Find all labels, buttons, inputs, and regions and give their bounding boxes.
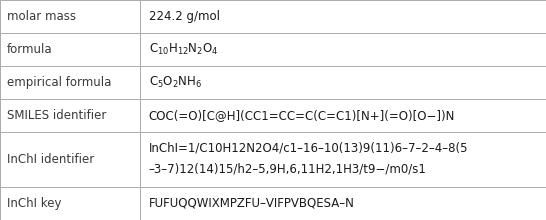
Text: COC(=O)[C@H](CC1=CC=C(C=C1)[N+](=O)[O−])N: COC(=O)[C@H](CC1=CC=C(C=C1)[N+](=O)[O−])… (149, 109, 455, 122)
Text: –3–7)12(14)15/h2–5,9H,6,11H2,1H3/t9−/m0/s1: –3–7)12(14)15/h2–5,9H,6,11H2,1H3/t9−/m0/… (149, 162, 426, 175)
Text: InChI key: InChI key (7, 197, 61, 210)
Text: C$_{10}$H$_{12}$N$_{2}$O$_{4}$: C$_{10}$H$_{12}$N$_{2}$O$_{4}$ (149, 42, 218, 57)
Text: formula: formula (7, 43, 52, 56)
Text: 224.2 g/mol: 224.2 g/mol (149, 10, 219, 23)
Text: SMILES identifier: SMILES identifier (7, 109, 106, 122)
Text: molar mass: molar mass (7, 10, 75, 23)
Text: InChI identifier: InChI identifier (7, 153, 94, 166)
Text: FUFUQQWIXMPZFU–VIFPVBQESA–N: FUFUQQWIXMPZFU–VIFPVBQESA–N (149, 197, 354, 210)
Text: empirical formula: empirical formula (7, 76, 111, 89)
Text: C$_{5}$O$_{2}$NH$_{6}$: C$_{5}$O$_{2}$NH$_{6}$ (149, 75, 201, 90)
Text: InChI=1/C10H12N2O4/c1–16–10(13)9(11)6–7–2–4–8(5: InChI=1/C10H12N2O4/c1–16–10(13)9(11)6–7–… (149, 141, 468, 154)
